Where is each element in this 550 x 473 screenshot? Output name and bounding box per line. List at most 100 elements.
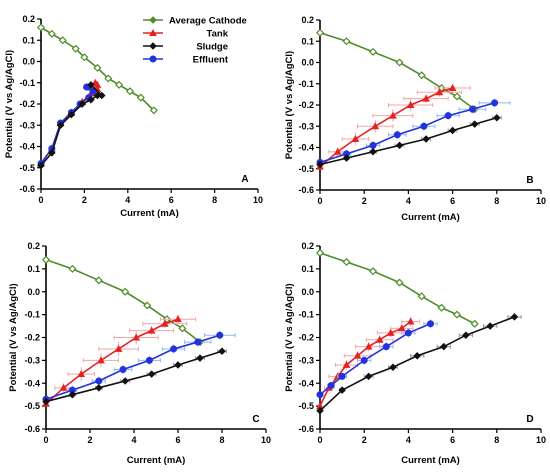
x-tick-label: 8 bbox=[212, 195, 217, 205]
legend-label-effluent: Effluent bbox=[193, 55, 229, 66]
data-point-sludge bbox=[174, 361, 182, 369]
panel-C: 0.2 0.1 0.0 -0.1 -0.2 -0.3 -0.4 -0.5 -0.60 2 4 6 8 10… bbox=[8, 241, 271, 466]
data-point-sludge bbox=[364, 372, 373, 381]
data-point-sludge bbox=[42, 397, 50, 406]
x-axis-label: Current (mA) bbox=[401, 455, 460, 466]
series-line-cathode bbox=[319, 31, 476, 110]
x-tick-label: 10 bbox=[253, 195, 263, 205]
data-point-effluent bbox=[420, 122, 428, 130]
y-axis-label: Potential (V vs Ag/AgCl) bbox=[284, 51, 295, 159]
data-point-effluent bbox=[426, 320, 434, 328]
series-effluent bbox=[316, 319, 438, 399]
data-point-tank bbox=[97, 356, 105, 364]
series-line-cathode bbox=[45, 258, 201, 343]
series-line-effluent bbox=[319, 102, 495, 164]
legend-label-cathode: Average Cathode bbox=[169, 16, 247, 27]
data-point-effluent bbox=[145, 356, 153, 364]
x-tick-label: 2 bbox=[87, 435, 92, 445]
x-tick-label: 0 bbox=[317, 435, 322, 445]
data-point-effluent bbox=[327, 382, 335, 390]
data-point-cathode bbox=[315, 248, 325, 257]
data-point-tank bbox=[375, 335, 384, 343]
x-tick-label: 6 bbox=[450, 435, 455, 445]
x-axis-label: Current (mA) bbox=[120, 208, 179, 219]
data-point-effluent bbox=[338, 372, 346, 380]
y-tick-label: 0.0 bbox=[27, 287, 40, 297]
data-point-tank bbox=[160, 319, 169, 327]
x-tick-label: 0 bbox=[317, 196, 322, 206]
series-sludge bbox=[316, 113, 502, 169]
data-point-effluent bbox=[216, 331, 224, 339]
data-point-sludge bbox=[147, 370, 156, 378]
y-axis-label: Potential (V vs Ag/AgCl) bbox=[284, 283, 295, 391]
data-point-effluent bbox=[404, 329, 412, 337]
data-point-sludge bbox=[56, 121, 65, 130]
data-point-cathode bbox=[93, 63, 102, 72]
y-tick-label: -0.1 bbox=[298, 79, 314, 89]
series-sludge bbox=[37, 81, 106, 170]
y-tick-label: -0.5 bbox=[19, 163, 35, 173]
data-point-cathode bbox=[342, 257, 351, 267]
data-point-sludge bbox=[510, 313, 519, 321]
y-tick-label: -0.6 bbox=[24, 424, 40, 434]
y-tick-label: -0.1 bbox=[24, 310, 40, 320]
series-tank bbox=[42, 314, 197, 407]
legend-marker-sludge bbox=[149, 42, 157, 50]
data-point-tank bbox=[174, 315, 182, 323]
data-point-sludge bbox=[121, 377, 129, 385]
y-axis-label: Potential (V vs Ag/AgCl) bbox=[8, 283, 19, 391]
data-point-sludge bbox=[338, 386, 346, 394]
series-line-sludge bbox=[319, 116, 498, 166]
y-tick-label: -0.6 bbox=[19, 184, 35, 194]
data-point-tank bbox=[406, 100, 415, 108]
series-line-tank bbox=[45, 318, 179, 405]
y-tick-label: -0.5 bbox=[298, 164, 314, 174]
y-tick-label: -0.4 bbox=[24, 378, 40, 388]
y-tick-label: 0.0 bbox=[22, 57, 35, 67]
x-tick-label: 0 bbox=[38, 195, 43, 205]
y-tick-label: 0.0 bbox=[301, 58, 314, 68]
panel-label: D bbox=[526, 414, 533, 425]
series-line-tank bbox=[319, 87, 453, 168]
data-point-cathode bbox=[452, 310, 462, 319]
series-line-tank bbox=[319, 320, 412, 407]
series-line-effluent bbox=[45, 334, 221, 401]
series-cathode bbox=[41, 255, 205, 347]
data-point-sludge bbox=[413, 352, 422, 360]
data-point-tank bbox=[422, 94, 430, 102]
data-point-effluent bbox=[393, 131, 401, 139]
data-point-effluent bbox=[316, 391, 324, 399]
data-point-tank bbox=[397, 324, 406, 332]
data-point-cathode bbox=[47, 29, 56, 38]
data-point-tank bbox=[448, 83, 457, 91]
y-axis-label: Potential (V vs Ag/AgCl) bbox=[4, 50, 15, 158]
y-tick-label: 0.0 bbox=[301, 287, 314, 297]
y-tick-label: -0.3 bbox=[24, 355, 40, 365]
data-point-sludge bbox=[486, 322, 494, 330]
y-tick-label: -0.2 bbox=[24, 333, 40, 343]
data-point-tank bbox=[132, 333, 141, 341]
data-point-cathode bbox=[121, 287, 130, 296]
y-tick-label: -0.3 bbox=[298, 355, 314, 365]
y-tick-label: -0.2 bbox=[298, 100, 314, 110]
data-point-sludge bbox=[97, 91, 106, 100]
y-tick-label: 0.1 bbox=[22, 35, 35, 45]
data-point-tank bbox=[114, 344, 123, 352]
y-tick-label: 0.1 bbox=[301, 264, 314, 274]
data-point-effluent bbox=[194, 338, 202, 346]
y-tick-label: 0.2 bbox=[301, 15, 314, 25]
data-point-sludge bbox=[316, 406, 324, 415]
x-tick-label: 4 bbox=[406, 196, 411, 206]
x-tick-label: 2 bbox=[362, 196, 367, 206]
y-tick-label: -0.4 bbox=[298, 143, 314, 153]
panel-label: A bbox=[241, 174, 248, 185]
data-point-sludge bbox=[342, 154, 351, 162]
series-sludge bbox=[42, 347, 227, 406]
data-point-cathode bbox=[68, 264, 77, 273]
data-point-cathode bbox=[417, 71, 426, 80]
legend-marker-tank bbox=[149, 28, 157, 36]
y-tick-label: -0.1 bbox=[298, 310, 314, 320]
data-point-sludge bbox=[37, 161, 45, 170]
series-effluent bbox=[37, 83, 97, 167]
